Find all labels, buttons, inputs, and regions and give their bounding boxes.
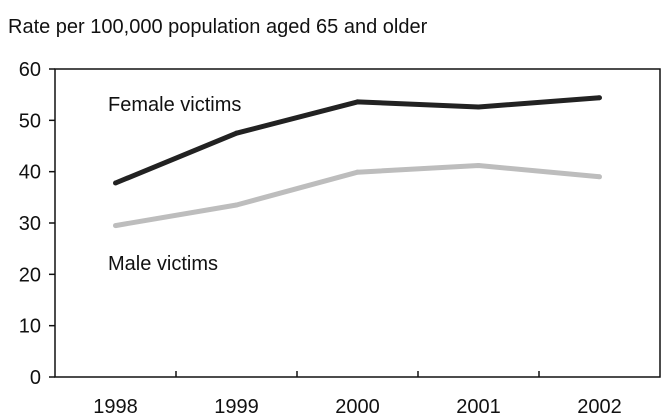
series-group <box>113 95 602 229</box>
x-axis: 1998 1999 2000 2001 2002 <box>93 371 622 418</box>
data-point-male-victims <box>476 163 481 169</box>
data-point-female-victims <box>234 130 239 136</box>
data-point-female-victims <box>113 180 118 186</box>
y-tick-label: 0 <box>30 367 41 389</box>
data-point-female-victims <box>355 99 360 105</box>
series-label-female-victims: Female victims <box>108 94 241 116</box>
x-tick-label: 1999 <box>214 396 259 418</box>
y-tick-label: 60 <box>19 59 41 81</box>
x-tick-label: 2002 <box>577 396 622 418</box>
y-tick-label: 30 <box>19 213 41 235</box>
data-point-male-victims <box>355 169 360 175</box>
y-axis-title: Rate per 100,000 population aged 65 and … <box>8 16 428 38</box>
x-tick-label: 2001 <box>456 396 501 418</box>
data-point-male-victims <box>597 174 602 180</box>
data-point-male-victims <box>234 202 239 208</box>
y-tick-label: 10 <box>19 316 41 338</box>
x-tick-label: 2000 <box>335 396 380 418</box>
data-point-female-victims <box>476 104 481 110</box>
y-tick-label: 50 <box>19 110 41 132</box>
y-tick-label: 20 <box>19 264 41 286</box>
y-axis: 0 10 20 30 40 50 60 <box>19 59 55 389</box>
data-point-female-victims <box>597 95 602 101</box>
x-tick-label: 1998 <box>93 396 138 418</box>
data-point-male-victims <box>113 223 118 229</box>
series-label-male-victims: Male victims <box>108 253 218 275</box>
y-tick-label: 40 <box>19 162 41 184</box>
